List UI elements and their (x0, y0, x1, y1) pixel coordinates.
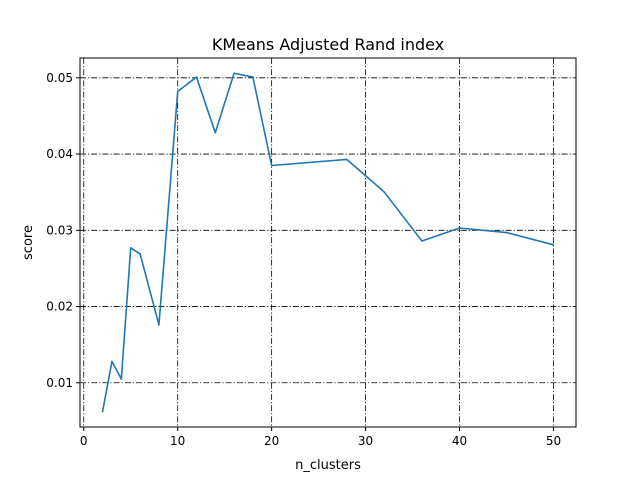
data-point (252, 76, 254, 78)
data-point (139, 253, 141, 255)
x-tick-label: 10 (170, 434, 185, 448)
y-tick-label: 0.03 (46, 223, 73, 237)
y-tick-label: 0.01 (46, 376, 73, 390)
data-point (129, 247, 132, 249)
data-point (195, 76, 198, 78)
data-point (111, 360, 113, 363)
x-tick-label: 50 (546, 434, 561, 448)
x-tick-label: 30 (358, 434, 373, 448)
y-axis-label: score (21, 225, 36, 260)
data-point (233, 72, 235, 75)
series-line (101, 72, 554, 412)
data-point (120, 378, 123, 380)
data-point (214, 131, 217, 134)
data-point (345, 158, 348, 161)
chart-title: KMeans Adjusted Rand index (212, 35, 444, 54)
x-tick-label: 20 (264, 434, 279, 448)
data-point (421, 240, 423, 242)
data-point (552, 243, 555, 246)
data-point (458, 227, 461, 229)
series-layer (101, 72, 555, 413)
grid-lines (80, 58, 576, 427)
y-tick-label: 0.02 (46, 300, 73, 314)
data-point (270, 164, 273, 167)
y-tick-label: 0.05 (46, 71, 73, 85)
data-point (158, 324, 160, 326)
data-point (176, 90, 179, 93)
y-axis-ticks: 0.01 0.02 0.03 0.04 0.05 (46, 71, 80, 390)
data-point (101, 410, 104, 413)
x-axis-label: n_clusters (295, 458, 361, 473)
y-tick-label: 0.04 (46, 147, 73, 161)
data-point (383, 191, 386, 193)
x-tick-label: 0 (80, 434, 88, 448)
x-axis-ticks: 0 10 20 30 40 50 (80, 427, 561, 448)
plot-frame (79, 57, 577, 428)
data-point (505, 231, 508, 234)
x-tick-label: 40 (452, 434, 467, 448)
